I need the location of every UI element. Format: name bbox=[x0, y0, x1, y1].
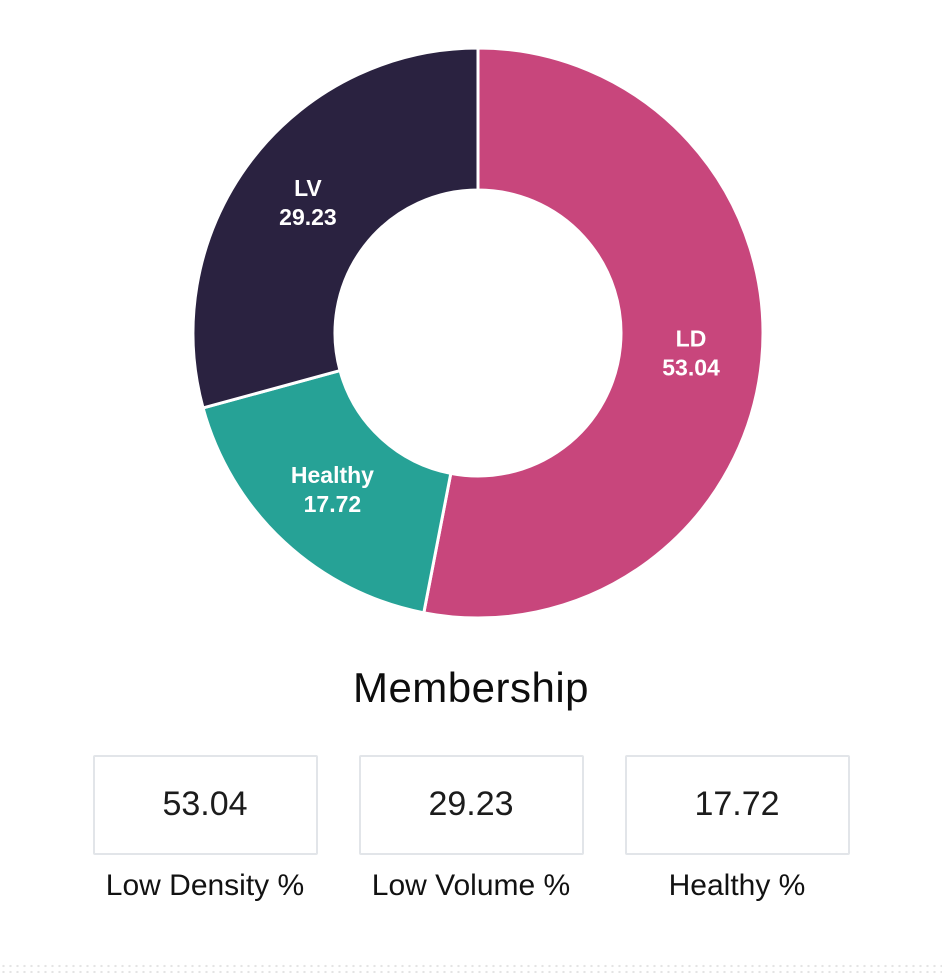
low-volume-value: 29.23 bbox=[428, 785, 514, 823]
bottom-dotted-divider bbox=[0, 963, 942, 973]
pie-slice-label-healthy: Healthy 17.72 bbox=[291, 462, 374, 517]
donut-chart: LD 53.04 Healthy 17.72 LV 29.23 bbox=[191, 46, 765, 620]
pie-slice-label-ld: LD 53.04 bbox=[662, 325, 720, 380]
stat-labels-row: Low Density % Low Volume % Healthy % bbox=[93, 869, 850, 904]
chart-title: Membership bbox=[352, 664, 590, 711]
pie-slice-healthy[interactable] bbox=[201, 369, 453, 615]
pie-slice-lv[interactable] bbox=[191, 46, 480, 410]
low-density-label: Low Density % bbox=[105, 868, 305, 902]
healthy-value: 17.72 bbox=[694, 785, 780, 823]
stat-card-low-volume: 29.23 bbox=[358, 754, 584, 855]
pie-slice-label-lv: LV 29.23 bbox=[279, 175, 337, 230]
donut-chart-area: LD 53.04 Healthy 17.72 LV 29.23 bbox=[191, 46, 765, 620]
healthy-label: Healthy % bbox=[668, 868, 806, 902]
low-density-value: 53.04 bbox=[162, 785, 248, 823]
low-volume-label: Low Volume % bbox=[371, 868, 571, 902]
stat-card-low-density: 53.04 bbox=[92, 754, 318, 855]
pie-slice-ld[interactable] bbox=[422, 46, 765, 620]
stat-card-healthy: 17.72 bbox=[624, 754, 850, 855]
stats-row: 53.04 29.23 17.72 bbox=[92, 754, 850, 855]
